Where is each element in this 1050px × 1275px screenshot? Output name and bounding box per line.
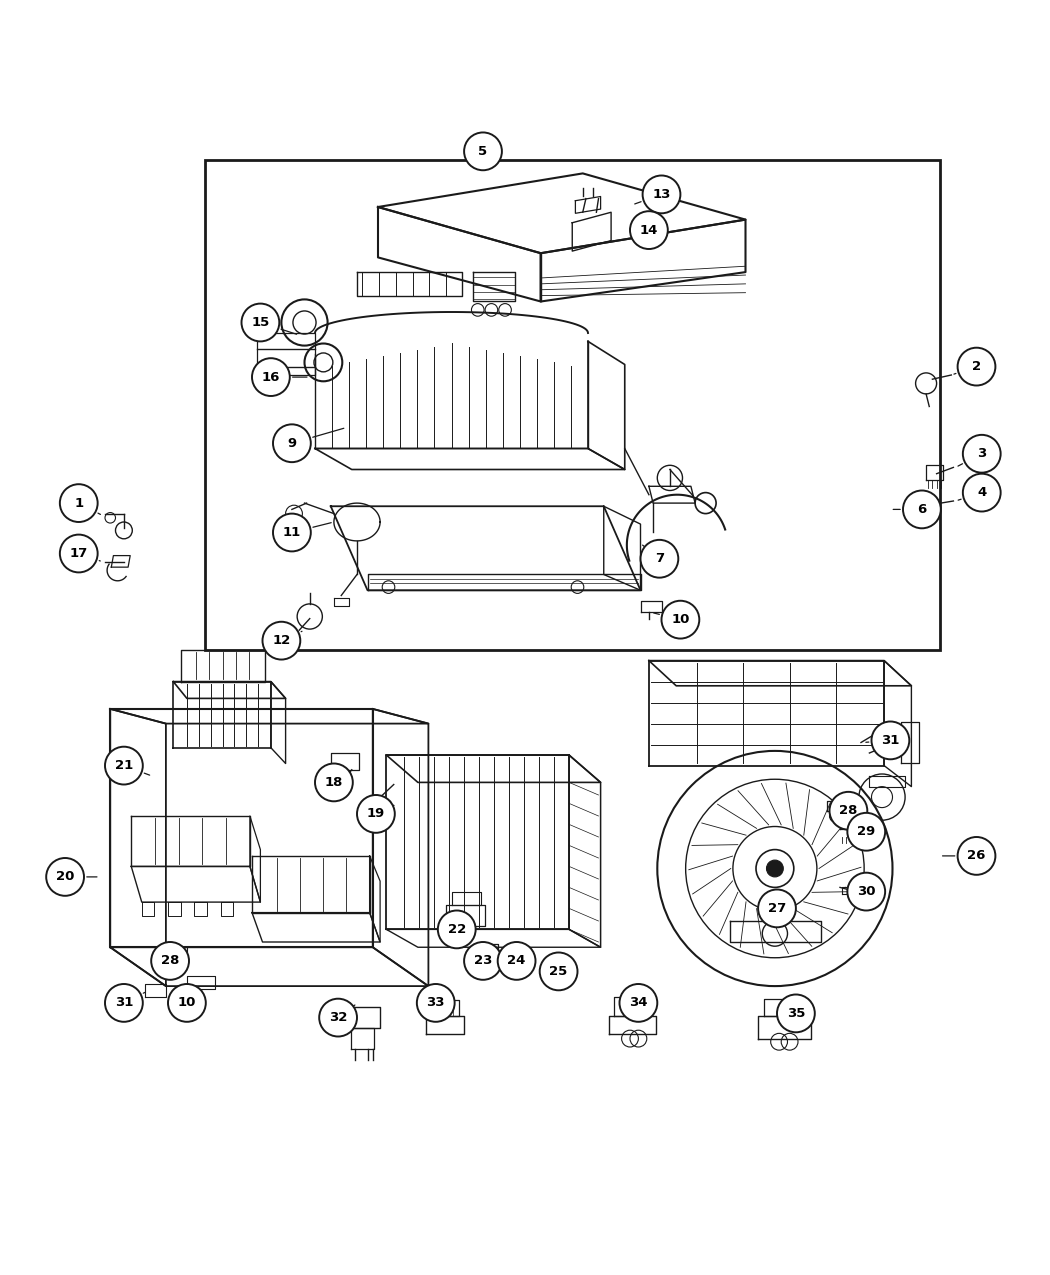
Circle shape	[766, 861, 783, 877]
Text: 10: 10	[177, 996, 196, 1010]
Circle shape	[464, 942, 502, 979]
Circle shape	[357, 796, 395, 833]
Circle shape	[958, 348, 995, 385]
Circle shape	[847, 813, 885, 850]
Circle shape	[262, 622, 300, 659]
Text: 22: 22	[447, 923, 466, 936]
Circle shape	[464, 133, 502, 171]
Text: 19: 19	[366, 807, 385, 820]
Text: 26: 26	[967, 849, 986, 862]
Text: 13: 13	[652, 187, 671, 201]
Text: 25: 25	[549, 965, 568, 978]
Circle shape	[319, 998, 357, 1037]
Circle shape	[242, 303, 279, 342]
Circle shape	[640, 539, 678, 578]
Text: 31: 31	[881, 734, 900, 747]
Bar	[205, 159, 940, 650]
Circle shape	[151, 942, 189, 979]
Text: 28: 28	[161, 955, 180, 968]
Circle shape	[540, 952, 578, 991]
Text: 14: 14	[639, 223, 658, 237]
Circle shape	[620, 984, 657, 1021]
Text: 30: 30	[857, 885, 876, 898]
Text: 7: 7	[655, 552, 664, 565]
Circle shape	[963, 435, 1001, 473]
Circle shape	[498, 942, 536, 979]
Circle shape	[60, 484, 98, 521]
Text: 12: 12	[272, 634, 291, 648]
Text: 4: 4	[978, 486, 986, 499]
Text: 21: 21	[114, 759, 133, 773]
Circle shape	[662, 601, 699, 639]
Text: 10: 10	[671, 613, 690, 626]
Circle shape	[417, 984, 455, 1021]
Circle shape	[963, 474, 1001, 511]
Circle shape	[273, 514, 311, 551]
Text: 20: 20	[56, 871, 75, 884]
Text: 34: 34	[629, 996, 648, 1010]
Circle shape	[252, 358, 290, 397]
Text: 23: 23	[474, 955, 492, 968]
Circle shape	[777, 994, 815, 1033]
Circle shape	[105, 747, 143, 784]
Text: 18: 18	[324, 776, 343, 789]
Circle shape	[273, 425, 311, 462]
Circle shape	[105, 984, 143, 1021]
Text: 35: 35	[786, 1007, 805, 1020]
Circle shape	[168, 984, 206, 1021]
Circle shape	[830, 792, 867, 830]
Text: 9: 9	[288, 437, 296, 450]
Text: 3: 3	[978, 448, 986, 460]
Text: 2: 2	[972, 360, 981, 374]
Text: 28: 28	[839, 805, 858, 817]
Circle shape	[958, 836, 995, 875]
Text: 15: 15	[251, 316, 270, 329]
Text: 24: 24	[507, 955, 526, 968]
Circle shape	[630, 212, 668, 249]
Circle shape	[847, 872, 885, 910]
Circle shape	[438, 910, 476, 949]
Circle shape	[733, 826, 817, 910]
Circle shape	[918, 504, 926, 511]
Circle shape	[315, 764, 353, 801]
Text: 11: 11	[282, 527, 301, 539]
Circle shape	[872, 722, 909, 760]
Circle shape	[903, 491, 941, 528]
Text: 1: 1	[75, 496, 83, 510]
Text: 31: 31	[114, 996, 133, 1010]
Circle shape	[756, 849, 794, 887]
Text: 16: 16	[261, 371, 280, 384]
Text: 5: 5	[479, 145, 487, 158]
Text: 33: 33	[426, 996, 445, 1010]
Text: 27: 27	[768, 901, 786, 915]
Circle shape	[758, 890, 796, 927]
Text: 32: 32	[329, 1011, 348, 1024]
Circle shape	[643, 176, 680, 213]
Text: 17: 17	[69, 547, 88, 560]
Text: 29: 29	[857, 825, 876, 838]
Text: 6: 6	[918, 502, 926, 516]
Circle shape	[60, 534, 98, 572]
Circle shape	[46, 858, 84, 896]
